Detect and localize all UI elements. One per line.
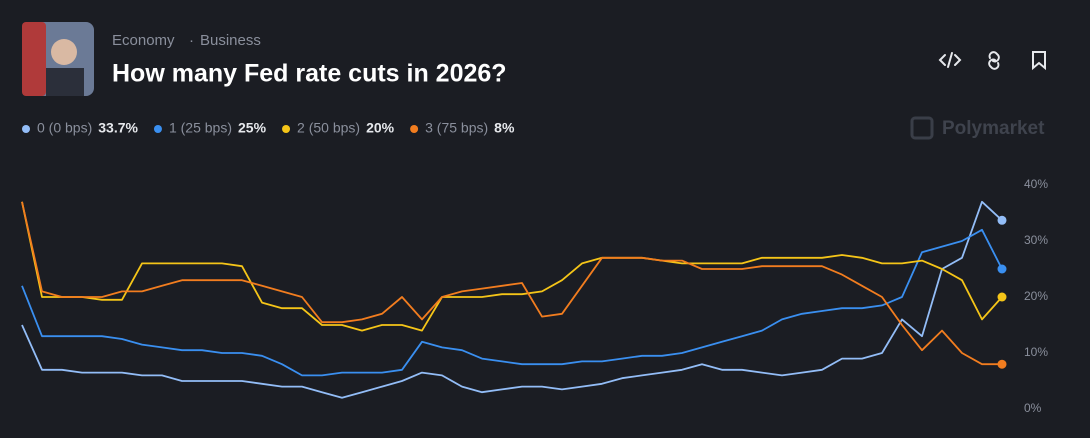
legend-label: 2 (50 bps) bbox=[297, 120, 360, 136]
bookmark-icon[interactable] bbox=[1032, 51, 1046, 71]
legend-value: 20% bbox=[366, 120, 395, 136]
legend-label: 1 (25 bps) bbox=[169, 120, 232, 136]
brand: Polymarket bbox=[942, 118, 1045, 139]
legend-label: 3 (75 bps) bbox=[425, 120, 488, 136]
legend-value: 25% bbox=[238, 120, 267, 136]
y-tick-label: 0% bbox=[1024, 401, 1042, 415]
series-line bbox=[21, 200, 1003, 399]
y-tick-label: 10% bbox=[1024, 345, 1048, 359]
series-line bbox=[21, 201, 1002, 366]
breadcrumb[interactable]: Business bbox=[200, 32, 261, 49]
series-line bbox=[21, 228, 1003, 377]
end-point bbox=[997, 359, 1007, 369]
end-point bbox=[997, 292, 1007, 302]
embed-icon[interactable] bbox=[938, 52, 962, 68]
end-point bbox=[997, 264, 1007, 274]
separator: · bbox=[189, 32, 194, 49]
legend-swatch bbox=[153, 125, 162, 133]
toolbar bbox=[938, 51, 1046, 71]
legend: 0 (0 bps) 33.7% 1 (25 bps) 25% 2 (50 bps) 20%… bbox=[22, 120, 515, 136]
legend-label: 0 (0 bps) bbox=[37, 120, 92, 136]
legend-swatch bbox=[410, 125, 419, 133]
y-tick-label: 30% bbox=[1024, 233, 1048, 247]
legend-value: 8% bbox=[494, 120, 515, 136]
chart-title: How many Fed rate cuts in 2026? bbox=[112, 60, 507, 88]
link-icon[interactable] bbox=[988, 51, 1000, 70]
portrait-suit bbox=[46, 68, 84, 96]
portrait-head bbox=[51, 39, 77, 65]
flag bbox=[22, 22, 46, 96]
end-point bbox=[997, 215, 1007, 225]
legend-value: 33.7% bbox=[98, 120, 138, 136]
legend-swatch bbox=[282, 125, 291, 133]
legend-swatch bbox=[22, 125, 30, 133]
breadcrumb[interactable]: Economy bbox=[112, 32, 175, 49]
y-tick-label: 20% bbox=[1024, 289, 1048, 303]
y-tick-label: 40% bbox=[1024, 177, 1048, 191]
brand-logo bbox=[910, 116, 934, 140]
series-line bbox=[21, 201, 1003, 332]
